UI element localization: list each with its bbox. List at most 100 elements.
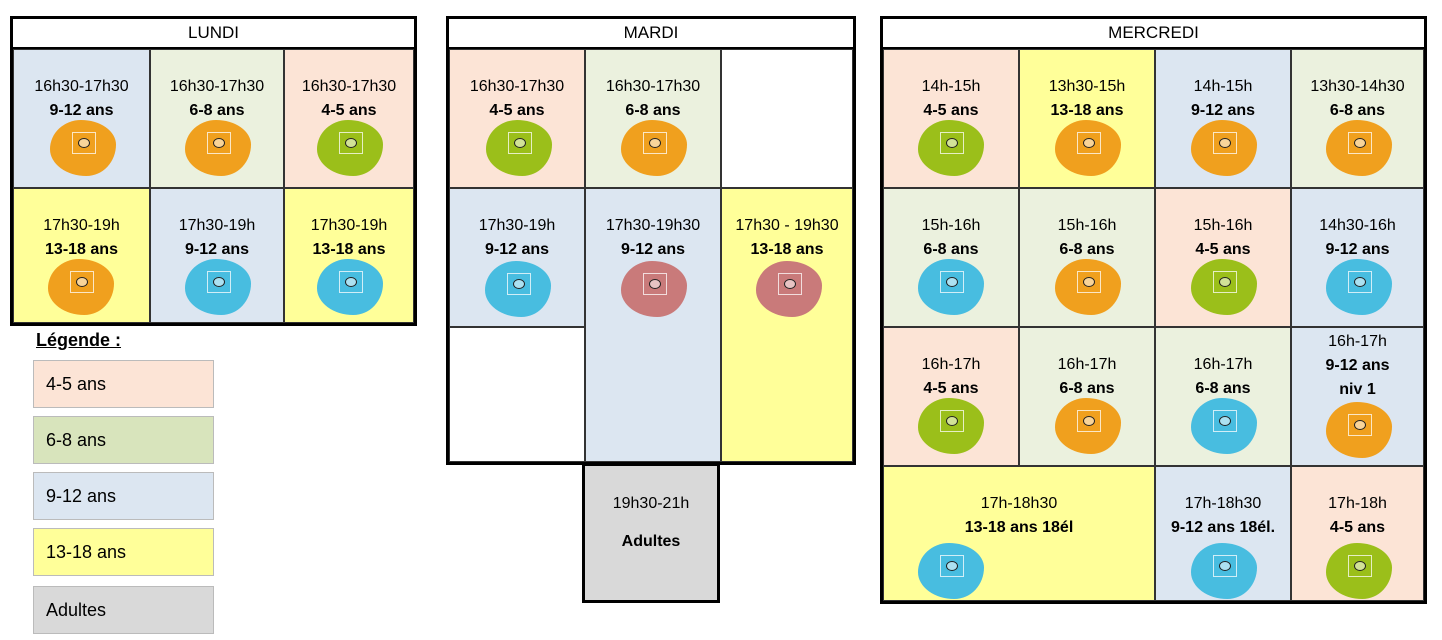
cell-time: 14h-15h (1193, 78, 1253, 95)
lundi-table: LUNDI 16h30-17h30 9-12 ans 16h30-17h30 6… (10, 16, 417, 326)
schedule-cell: 15h-16h 6-8 ans (1019, 188, 1155, 327)
cell-time: 14h30-16h (1319, 217, 1396, 234)
red-mascot-icon (756, 261, 822, 317)
cell-age: 9-12 ans (484, 241, 550, 258)
blue-mascot-icon (1326, 259, 1392, 315)
legend-item-6-8: 6-8 ans (33, 416, 214, 464)
cell-time: 17h30-19h (178, 217, 256, 234)
cell-time: 16h30-17h30 (301, 78, 397, 95)
cell-age: 9-12 ans (49, 102, 114, 119)
cell-time: 15h-16h (1057, 217, 1117, 234)
schedule-cell: 16h30-17h30 4-5 ans (449, 49, 585, 188)
green-mascot-icon (1191, 259, 1257, 315)
mardi-table: MARDI 16h30-17h30 4-5 ans 16h30-17h30 6-… (446, 16, 856, 465)
blue-mascot-icon (485, 261, 551, 317)
cell-age: 9-12 ans (184, 241, 250, 258)
cell-time: 16h-17h (1328, 333, 1387, 350)
schedule-cell: 13h30-14h30 6-8 ans (1291, 49, 1424, 188)
cell-age: 13-18 ans (1050, 102, 1124, 119)
schedule-cell: 14h-15h 9-12 ans (1155, 49, 1291, 188)
schedule-cell: 16h-17h 9-12 ans niv 1 (1291, 327, 1424, 466)
green-mascot-icon (918, 120, 984, 176)
schedule-cell: 16h-17h 4-5 ans (883, 327, 1019, 466)
green-mascot-icon (918, 398, 984, 454)
cell-age: 6-8 ans (625, 102, 681, 119)
cell-age: Adultes (621, 533, 681, 550)
cell-age: 9-12 ans (620, 241, 686, 258)
cell-time: 16h30-17h30 (469, 78, 565, 95)
orange-mascot-icon (621, 120, 687, 176)
schedule-cell: 16h30-17h30 9-12 ans (13, 49, 150, 188)
cell-time: 17h30 - 19h30 (735, 217, 839, 234)
schedule-cell: 17h30-19h 9-12 ans (150, 188, 284, 323)
schedule-cell: 17h-18h30 9-12 ans 18él. (1155, 466, 1291, 601)
blue-mascot-icon (918, 543, 984, 599)
blue-mascot-icon (918, 259, 984, 315)
schedule-cell: 14h30-16h 9-12 ans (1291, 188, 1424, 327)
cell-age: 6-8 ans (1059, 380, 1115, 397)
cell-age: 9-12 ans (1325, 357, 1390, 374)
schedule-cell: 17h30-19h 13-18 ans (284, 188, 414, 323)
schedule-cell: 13h30-15h 13-18 ans (1019, 49, 1155, 188)
cell-age: 6-8 ans (189, 102, 245, 119)
green-mascot-icon (317, 120, 383, 176)
cell-time: 16h30-17h30 (169, 78, 265, 95)
green-mascot-icon (486, 120, 552, 176)
cell-age: 9-12 ans 18él. (1170, 519, 1276, 536)
cell-time: 19h30-21h (612, 495, 690, 512)
cell-age: 4-5 ans (489, 102, 545, 119)
cell-age: 4-5 ans (923, 102, 979, 119)
cell-time: 16h-17h (1057, 356, 1117, 373)
legend-item-4-5: 4-5 ans (33, 360, 214, 408)
empty-cell (721, 49, 853, 188)
empty-cell (449, 327, 585, 462)
cell-time: 15h-16h (921, 217, 981, 234)
cell-time: 16h30-17h30 (34, 78, 129, 95)
cell-age: 13-18 ans (312, 241, 386, 258)
cell-time: 14h-15h (921, 78, 981, 95)
orange-mascot-icon (1326, 402, 1392, 458)
schedule-cell: 16h30-17h30 6-8 ans (585, 49, 721, 188)
legend-item-9-12: 9-12 ans (33, 472, 214, 520)
cell-age: 6-8 ans (923, 241, 979, 258)
orange-mascot-icon (1055, 120, 1121, 176)
schedule-cell: 17h30-19h 13-18 ans (13, 188, 150, 323)
orange-mascot-icon (50, 120, 116, 176)
blue-mascot-icon (1191, 398, 1257, 454)
day-header-mercredi: MERCREDI (883, 19, 1424, 49)
cell-age: 4-5 ans (1195, 241, 1251, 258)
cell-age: 6-8 ans (1195, 380, 1251, 397)
cell-age: 4-5 ans (321, 102, 377, 119)
cell-time: 17h-18h30 (1184, 495, 1262, 512)
day-header-lundi: LUNDI (13, 19, 414, 49)
legend-item-adultes: Adultes (33, 586, 214, 634)
cell-time: 17h30-19h (310, 217, 388, 234)
cell-age: 13-18 ans (45, 241, 118, 258)
schedule-cell: 15h-16h 4-5 ans (1155, 188, 1291, 327)
cell-age: 6-8 ans (1059, 241, 1115, 258)
adultes-cell: 19h30-21h Adultes (582, 463, 720, 603)
cell-age: 13-18 ans 18él (964, 519, 1074, 536)
orange-mascot-icon (1055, 259, 1121, 315)
cell-age: 9-12 ans (1325, 241, 1390, 258)
legend-item-13-18: 13-18 ans (33, 528, 214, 576)
schedule-cell: 16h-17h 6-8 ans (1019, 327, 1155, 466)
cell-time: 16h30-17h30 (605, 78, 701, 95)
cell-age: 4-5 ans (923, 380, 979, 397)
cell-time: 13h30-14h30 (1310, 78, 1405, 95)
mercredi-table: MERCREDI 14h-15h 4-5 ans 13h30-15h 13-18… (880, 16, 1427, 604)
schedule-cell: 17h-18h 4-5 ans (1291, 466, 1424, 601)
cell-age: 13-18 ans (750, 241, 824, 258)
cell-time: 17h-18h (1328, 495, 1387, 512)
schedule-cell: 17h30-19h30 9-12 ans (585, 188, 721, 462)
cell-time: 13h30-15h (1048, 78, 1126, 95)
cell-time: 15h-16h (1193, 217, 1253, 234)
legend-title: Légende : (36, 330, 122, 350)
schedule-cell: 14h-15h 4-5 ans (883, 49, 1019, 188)
orange-mascot-icon (185, 120, 251, 176)
blue-mascot-icon (317, 259, 383, 315)
red-mascot-icon (621, 261, 687, 317)
day-header-mardi: MARDI (449, 19, 853, 49)
blue-mascot-icon (185, 259, 251, 315)
cell-time: 17h30-19h30 (605, 217, 701, 234)
